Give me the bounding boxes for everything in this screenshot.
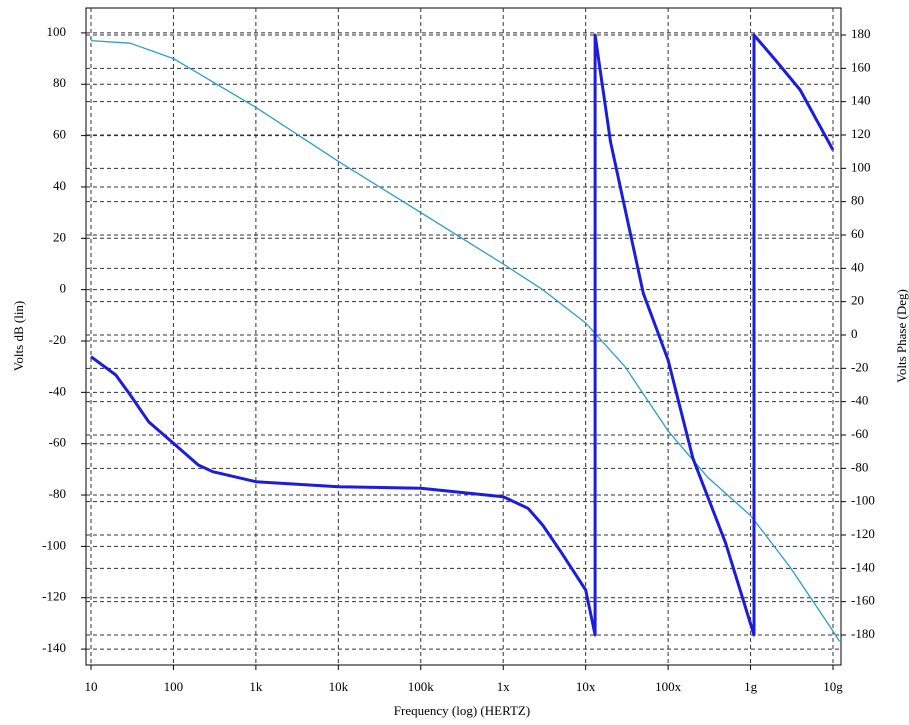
x-tick-label: 10k <box>329 679 349 694</box>
y2-tick-label: -140 <box>851 559 875 574</box>
y-tick-label: 40 <box>53 178 66 193</box>
y2-tick-label: -160 <box>851 593 875 608</box>
y2-axis-label: Volts Phase (Deg) <box>894 289 909 383</box>
series-line <box>90 33 835 637</box>
y2-tick-label: -100 <box>851 493 875 508</box>
x-tick-label: 1x <box>497 679 511 694</box>
y-tick-label: -80 <box>49 486 66 501</box>
y2-tick-label: 140 <box>851 93 871 108</box>
y2-tick-label: -40 <box>851 393 868 408</box>
x-tick-label: 100k <box>408 679 435 694</box>
y-tick-label: -140 <box>42 640 66 655</box>
y2-tick-label: 100 <box>851 159 871 174</box>
y-tick-label: 80 <box>53 75 66 90</box>
y-tick-label: -100 <box>42 537 66 552</box>
y-axis-label: Volts dB (lin) <box>11 301 26 372</box>
y2-tick-label: 80 <box>851 193 864 208</box>
y-tick-label: -40 <box>49 383 66 398</box>
y-tick-label: 20 <box>53 229 66 244</box>
y2-tick-label: -20 <box>851 359 868 374</box>
y2-tick-label: 60 <box>851 226 864 241</box>
y2-tick-label: 20 <box>851 293 864 308</box>
y2-tick-label: -60 <box>851 426 868 441</box>
y-tick-label: 100 <box>47 24 67 39</box>
plot-area <box>85 7 842 666</box>
x-tick-label: 100x <box>655 679 682 694</box>
x-tick-label: 1k <box>249 679 263 694</box>
x-axis-label: Frequency (log) (HERTZ) <box>394 703 530 718</box>
y2-tick-label: -120 <box>851 526 875 541</box>
series-line <box>90 39 841 642</box>
y2-tick-label: -180 <box>851 626 875 641</box>
y2-tick-label: 180 <box>851 26 871 41</box>
y-tick-label: -60 <box>49 435 66 450</box>
y-tick-label: 0 <box>60 281 67 296</box>
x-tick-label: 10x <box>576 679 596 694</box>
y2-tick-label: 0 <box>851 326 858 341</box>
y2-tick-label: 160 <box>851 59 871 74</box>
y-tick-label: 60 <box>53 127 66 142</box>
y2-tick-label: -80 <box>851 459 868 474</box>
x-tick-label: 100 <box>164 679 184 694</box>
x-tick-label: 10g <box>823 679 843 694</box>
y2-tick-label: 40 <box>851 259 864 274</box>
y-tick-label: -20 <box>49 332 66 347</box>
x-tick-label: 1g <box>744 679 758 694</box>
y2-tick-label: 120 <box>851 126 871 141</box>
y-tick-label: -120 <box>42 589 66 604</box>
x-tick-label: 10 <box>84 679 97 694</box>
